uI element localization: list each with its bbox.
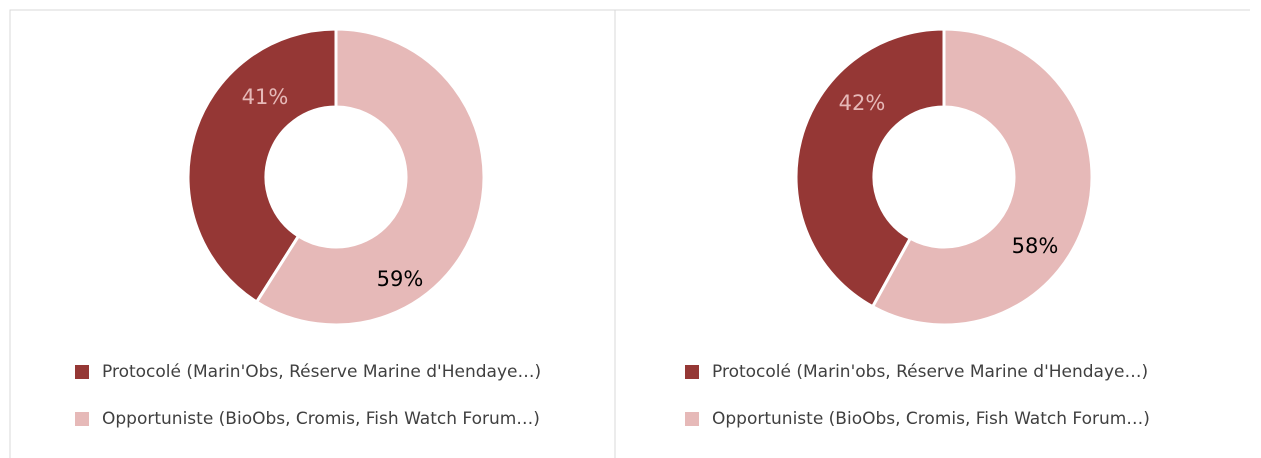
panel-border [9,9,1250,458]
donut-slice [186,27,338,305]
donut-slice [254,27,486,327]
legend-swatch [685,365,699,379]
legend-swatch [685,412,699,426]
data-label: 58% [1012,234,1059,258]
legend-swatch [75,365,89,379]
data-label: 59% [377,267,424,291]
legend-label: Protocolé (Marin'obs, Réserve Marine d'H… [712,362,1148,382]
data-label: 42% [839,91,886,115]
legend-label: Opportuniste (BioObs, Cromis, Fish Watch… [712,409,1150,429]
legend-swatch [75,412,89,426]
donut-slice [870,27,1094,327]
donut-slice [794,27,946,309]
data-label: 41% [242,85,289,109]
legend-label: Opportuniste (BioObs, Cromis, Fish Watch… [102,409,540,429]
legend-label: Protocolé (Marin'Obs, Réserve Marine d'H… [102,362,541,382]
